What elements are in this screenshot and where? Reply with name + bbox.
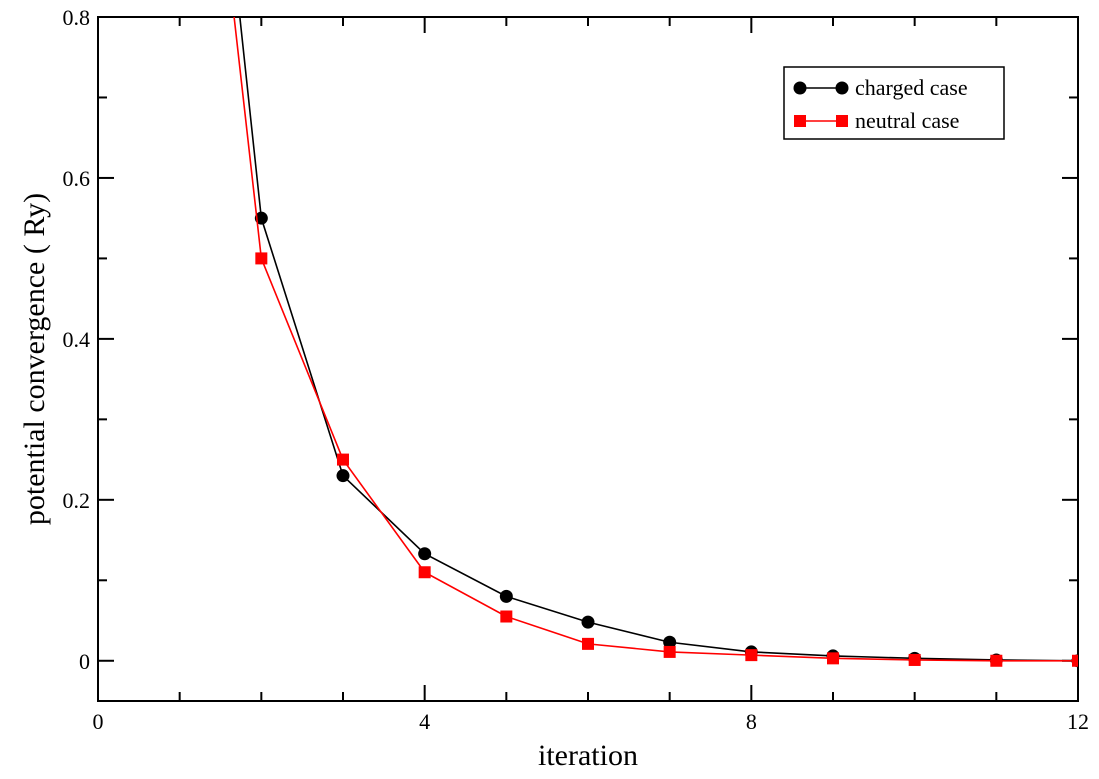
- x-tick-label: 0: [93, 709, 104, 734]
- y-tick-label: 0: [79, 649, 90, 674]
- legend-marker: [836, 115, 848, 127]
- y-tick-label: 0.8: [63, 5, 91, 30]
- data-point: [827, 652, 839, 665]
- x-axis-title: iteration: [538, 739, 638, 772]
- legend-marker: [794, 115, 806, 127]
- legend-label: neutral case: [855, 108, 959, 133]
- tick-labels: 0 4 8 12 0 0.2 0.4 0.6 0.8: [63, 5, 1090, 734]
- data-point: [908, 653, 921, 666]
- legend-label: charged case: [855, 75, 968, 100]
- data-point: [990, 654, 1003, 667]
- y-tick-label: 0.2: [63, 488, 91, 513]
- data-point: [663, 645, 676, 658]
- data-point: [1072, 654, 1078, 667]
- x-tick-label: 4: [419, 709, 430, 734]
- data-point: [418, 547, 432, 561]
- data-point: [418, 566, 431, 579]
- y-axis-title: potential convergence ( Ry): [18, 193, 51, 525]
- data-point: [582, 637, 594, 650]
- legend-marker: [793, 81, 807, 95]
- x-tick-label: 12: [1067, 709, 1089, 734]
- y-tick-label: 0.4: [63, 327, 91, 352]
- data-point: [500, 610, 513, 623]
- series-neutral: [233, 17, 1078, 667]
- data-point: [255, 252, 268, 265]
- y-tick-label: 0.6: [63, 166, 91, 191]
- legend-box: [783, 66, 1005, 140]
- data-point: [663, 635, 677, 649]
- data-point: [499, 589, 513, 603]
- legend-marker: [835, 81, 849, 95]
- data-point: [336, 469, 350, 483]
- data-point: [745, 649, 758, 662]
- series-layer: [233, 17, 1078, 668]
- series-line: [233, 17, 1078, 662]
- series-line: [239, 17, 1078, 662]
- data-point: [254, 211, 268, 225]
- data-point: [337, 453, 349, 466]
- x-tick-label: 8: [746, 709, 757, 734]
- data-point: [581, 615, 595, 629]
- legend: charged case neutral case: [783, 66, 1005, 140]
